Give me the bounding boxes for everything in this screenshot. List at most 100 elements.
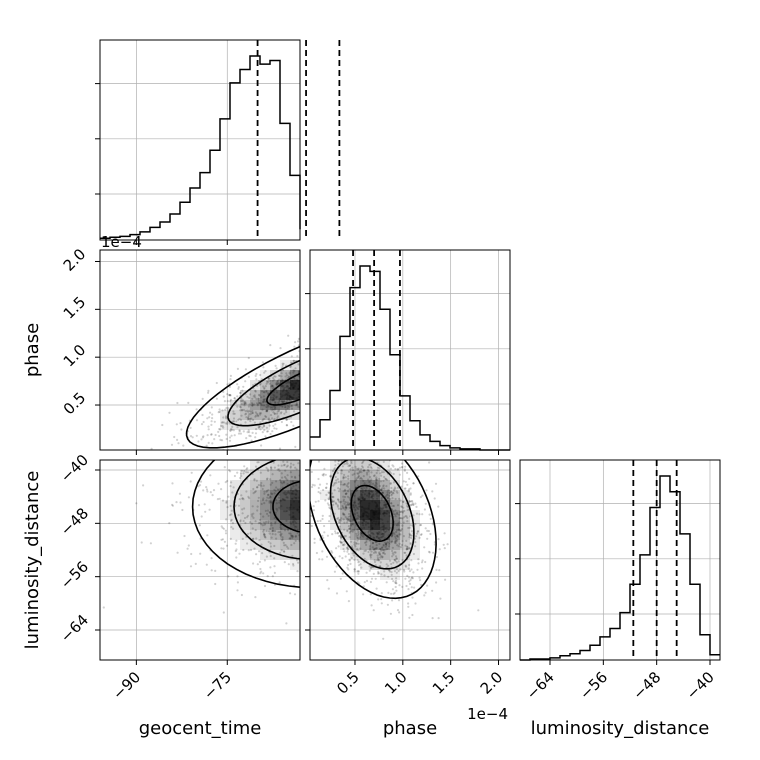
sample-point (280, 464, 283, 467)
sample-point (366, 468, 370, 472)
sample-point (383, 475, 386, 479)
sample-point (330, 550, 333, 553)
sample-point (293, 542, 296, 545)
sample-point (349, 519, 352, 523)
sample-point (306, 495, 308, 497)
sample-point (345, 346, 347, 348)
sample-point (333, 378, 335, 380)
sample-point (347, 367, 349, 369)
sample-point (329, 474, 333, 477)
sample-point (407, 490, 410, 493)
sample-point (382, 552, 385, 555)
sample-point (357, 537, 360, 540)
sample-point (329, 565, 331, 567)
sample-point (325, 571, 327, 573)
sample-point (320, 372, 322, 374)
sample-point (254, 396, 257, 399)
sample-point (347, 481, 350, 485)
sample-point (364, 418, 366, 420)
sample-point (367, 441, 369, 443)
density-cell (330, 500, 340, 510)
sample-point (344, 450, 346, 452)
sample-point (240, 593, 243, 597)
sample-point (395, 345, 397, 347)
sample-point (344, 492, 348, 495)
sample-point (303, 389, 305, 391)
sample-point (347, 378, 349, 380)
sample-point (245, 416, 248, 419)
sample-point (282, 362, 285, 365)
sample-point (259, 572, 262, 575)
density-cell (330, 490, 340, 500)
sample-point (255, 428, 258, 431)
sample-point (257, 415, 260, 418)
sample-point (232, 417, 236, 420)
sample-point (395, 337, 397, 339)
sample-point (346, 530, 349, 533)
sample-point (258, 539, 261, 542)
sample-point (369, 556, 372, 559)
sample-point (241, 408, 244, 412)
sample-point (268, 532, 271, 535)
sample-point (314, 535, 316, 537)
sample-point (282, 460, 285, 463)
sample-point (314, 557, 316, 559)
sample-point (271, 417, 274, 420)
sample-point (362, 375, 364, 377)
density-cell (280, 390, 290, 400)
sample-point (368, 440, 370, 442)
contour-level (272, 480, 300, 533)
sample-point (341, 366, 343, 368)
sample-point (240, 469, 243, 472)
panel-content (150, 334, 420, 450)
density-cell (360, 470, 370, 480)
sample-point (334, 475, 337, 479)
sample-point (413, 586, 416, 589)
sample-point (375, 357, 377, 359)
sample-point (250, 402, 254, 405)
sample-point (361, 350, 363, 352)
sample-point (357, 358, 359, 360)
sample-point (264, 435, 267, 438)
sample-point (334, 368, 336, 370)
sample-point (429, 517, 432, 521)
sample-point (375, 346, 377, 348)
sample-point (307, 569, 309, 571)
ytick-label-phase: 0.5 (60, 389, 90, 419)
density-cell (370, 480, 380, 490)
sample-point (339, 437, 341, 439)
density-cell (230, 490, 240, 500)
sample-point (161, 423, 164, 427)
sample-point (297, 462, 300, 465)
sample-point (404, 465, 407, 468)
sample-point (373, 474, 376, 477)
sample-point (394, 497, 397, 501)
sample-point (330, 435, 332, 437)
sample-point (293, 345, 296, 348)
sample-point (326, 389, 328, 391)
sample-point (244, 521, 247, 525)
sample-point (356, 341, 358, 343)
sample-point (362, 593, 365, 596)
sample-point (404, 564, 407, 567)
sample-point (362, 469, 365, 472)
sample-point (350, 384, 352, 386)
sample-point (385, 581, 388, 584)
sample-point (418, 343, 420, 345)
sample-point (271, 454, 273, 456)
sample-point (235, 539, 238, 542)
sample-point (420, 533, 423, 536)
sample-point (291, 554, 294, 558)
sample-point (408, 563, 411, 567)
density-cell (290, 400, 300, 410)
sample-point (437, 560, 439, 562)
sample-point (362, 552, 365, 555)
sample-point (358, 361, 360, 363)
sample-point (292, 562, 295, 566)
sample-point (407, 423, 409, 425)
sample-point (331, 533, 334, 536)
sample-point (397, 468, 400, 471)
sample-point (322, 395, 324, 397)
sample-point (257, 397, 260, 400)
sample-point (333, 481, 336, 485)
